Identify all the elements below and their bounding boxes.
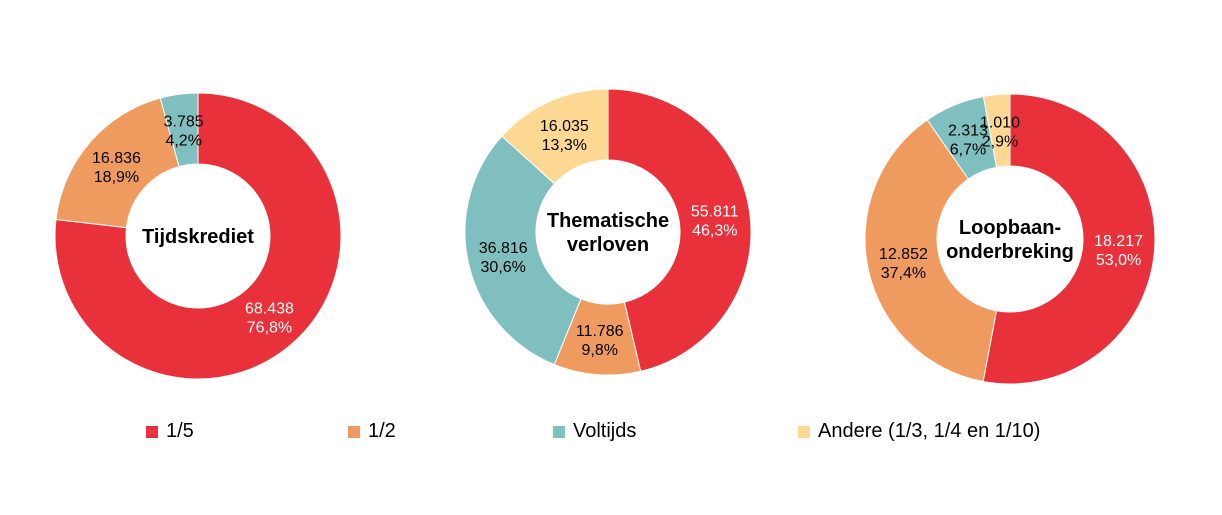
legend-swatch <box>553 425 565 438</box>
slice-value-label: 11.786 <box>576 323 624 340</box>
slice-1-5 <box>607 88 752 372</box>
legend-label: Voltijds <box>573 420 637 442</box>
slice-value-label: 36.816 <box>479 240 528 257</box>
legend: 1/5 1/2 Voltijds Andere (1/3, 1/4 en 1/1… <box>0 420 1222 446</box>
donut-title: Tijdskrediet <box>142 226 254 248</box>
legend-item-1-2: 1/2 <box>348 420 396 443</box>
legend-label: 1/5 <box>166 420 194 442</box>
legend-label: 1/2 <box>368 420 396 442</box>
slice-value-label: 68.438 <box>245 300 294 317</box>
slice-percent-label: 6,7% <box>950 141 986 158</box>
slice-1-5 <box>982 93 1156 385</box>
legend-swatch <box>146 425 158 438</box>
slice-percent-label: 4,2% <box>165 132 201 149</box>
slice-value-label: 12.852 <box>879 246 928 263</box>
slice-voltijds <box>464 135 582 366</box>
legend-label: Andere (1/3, 1/4 en 1/10) <box>818 420 1041 442</box>
slice-percent-label: 46,3% <box>692 223 737 240</box>
slice-percent-label: 37,4% <box>881 265 926 282</box>
slice-value-label: 16.035 <box>540 118 589 135</box>
donut-chart-3: 18.217 53,0% 12.852 37,4% 2.313 6,7% 1.010 2,9%… <box>864 93 1156 385</box>
legend-item-1-5: 1/5 <box>146 420 194 443</box>
donut-chart-2: 55.811 46,3% 11.786 9,8% 36.816 30,6% 16.035 13… <box>464 88 752 376</box>
slice-value-label: 3.785 <box>164 113 204 130</box>
donut-title: verloven <box>567 234 649 256</box>
slice-voltijds <box>159 92 199 168</box>
slice-percent-label: 2,9% <box>982 133 1018 150</box>
slice-percent-label: 9,8% <box>581 342 617 359</box>
slice-value-label: 55.811 <box>691 204 739 221</box>
slice-value-label: 1.010 <box>980 114 1020 131</box>
slice-percent-label: 18,9% <box>94 169 139 186</box>
donut-chart-1: 68.438 76,8% 16.836 18,9% 3.785 4,2% Tijdskred… <box>54 92 342 380</box>
slice-value-label: 18.217 <box>1094 233 1143 250</box>
legend-item-voltijds: Voltijds <box>553 420 636 443</box>
slice-andere-1-3-1-4-en-1-10- <box>982 93 1011 168</box>
slice-value-label: 2.313 <box>948 122 988 139</box>
slice-percent-label: 53,0% <box>1096 252 1141 269</box>
legend-swatch <box>348 425 360 438</box>
slice-1-5 <box>54 92 342 380</box>
legend-item-andere: Andere (1/3, 1/4 en 1/10) <box>798 420 1040 443</box>
slice-1-2 <box>55 97 180 229</box>
legend-swatch <box>798 425 810 438</box>
slice-1-2 <box>864 119 998 383</box>
slice-percent-label: 13,3% <box>542 137 587 154</box>
donut-title: Loopbaan- <box>959 217 1061 239</box>
slice-percent-label: 76,8% <box>247 319 292 336</box>
donut-title: onderbreking <box>946 241 1074 263</box>
slice-value-label: 16.836 <box>92 150 141 167</box>
slice-percent-label: 30,6% <box>481 259 526 276</box>
slice-andere-1-3-1-4-en-1-10- <box>501 88 609 185</box>
donut-title: Thematische <box>547 210 669 232</box>
